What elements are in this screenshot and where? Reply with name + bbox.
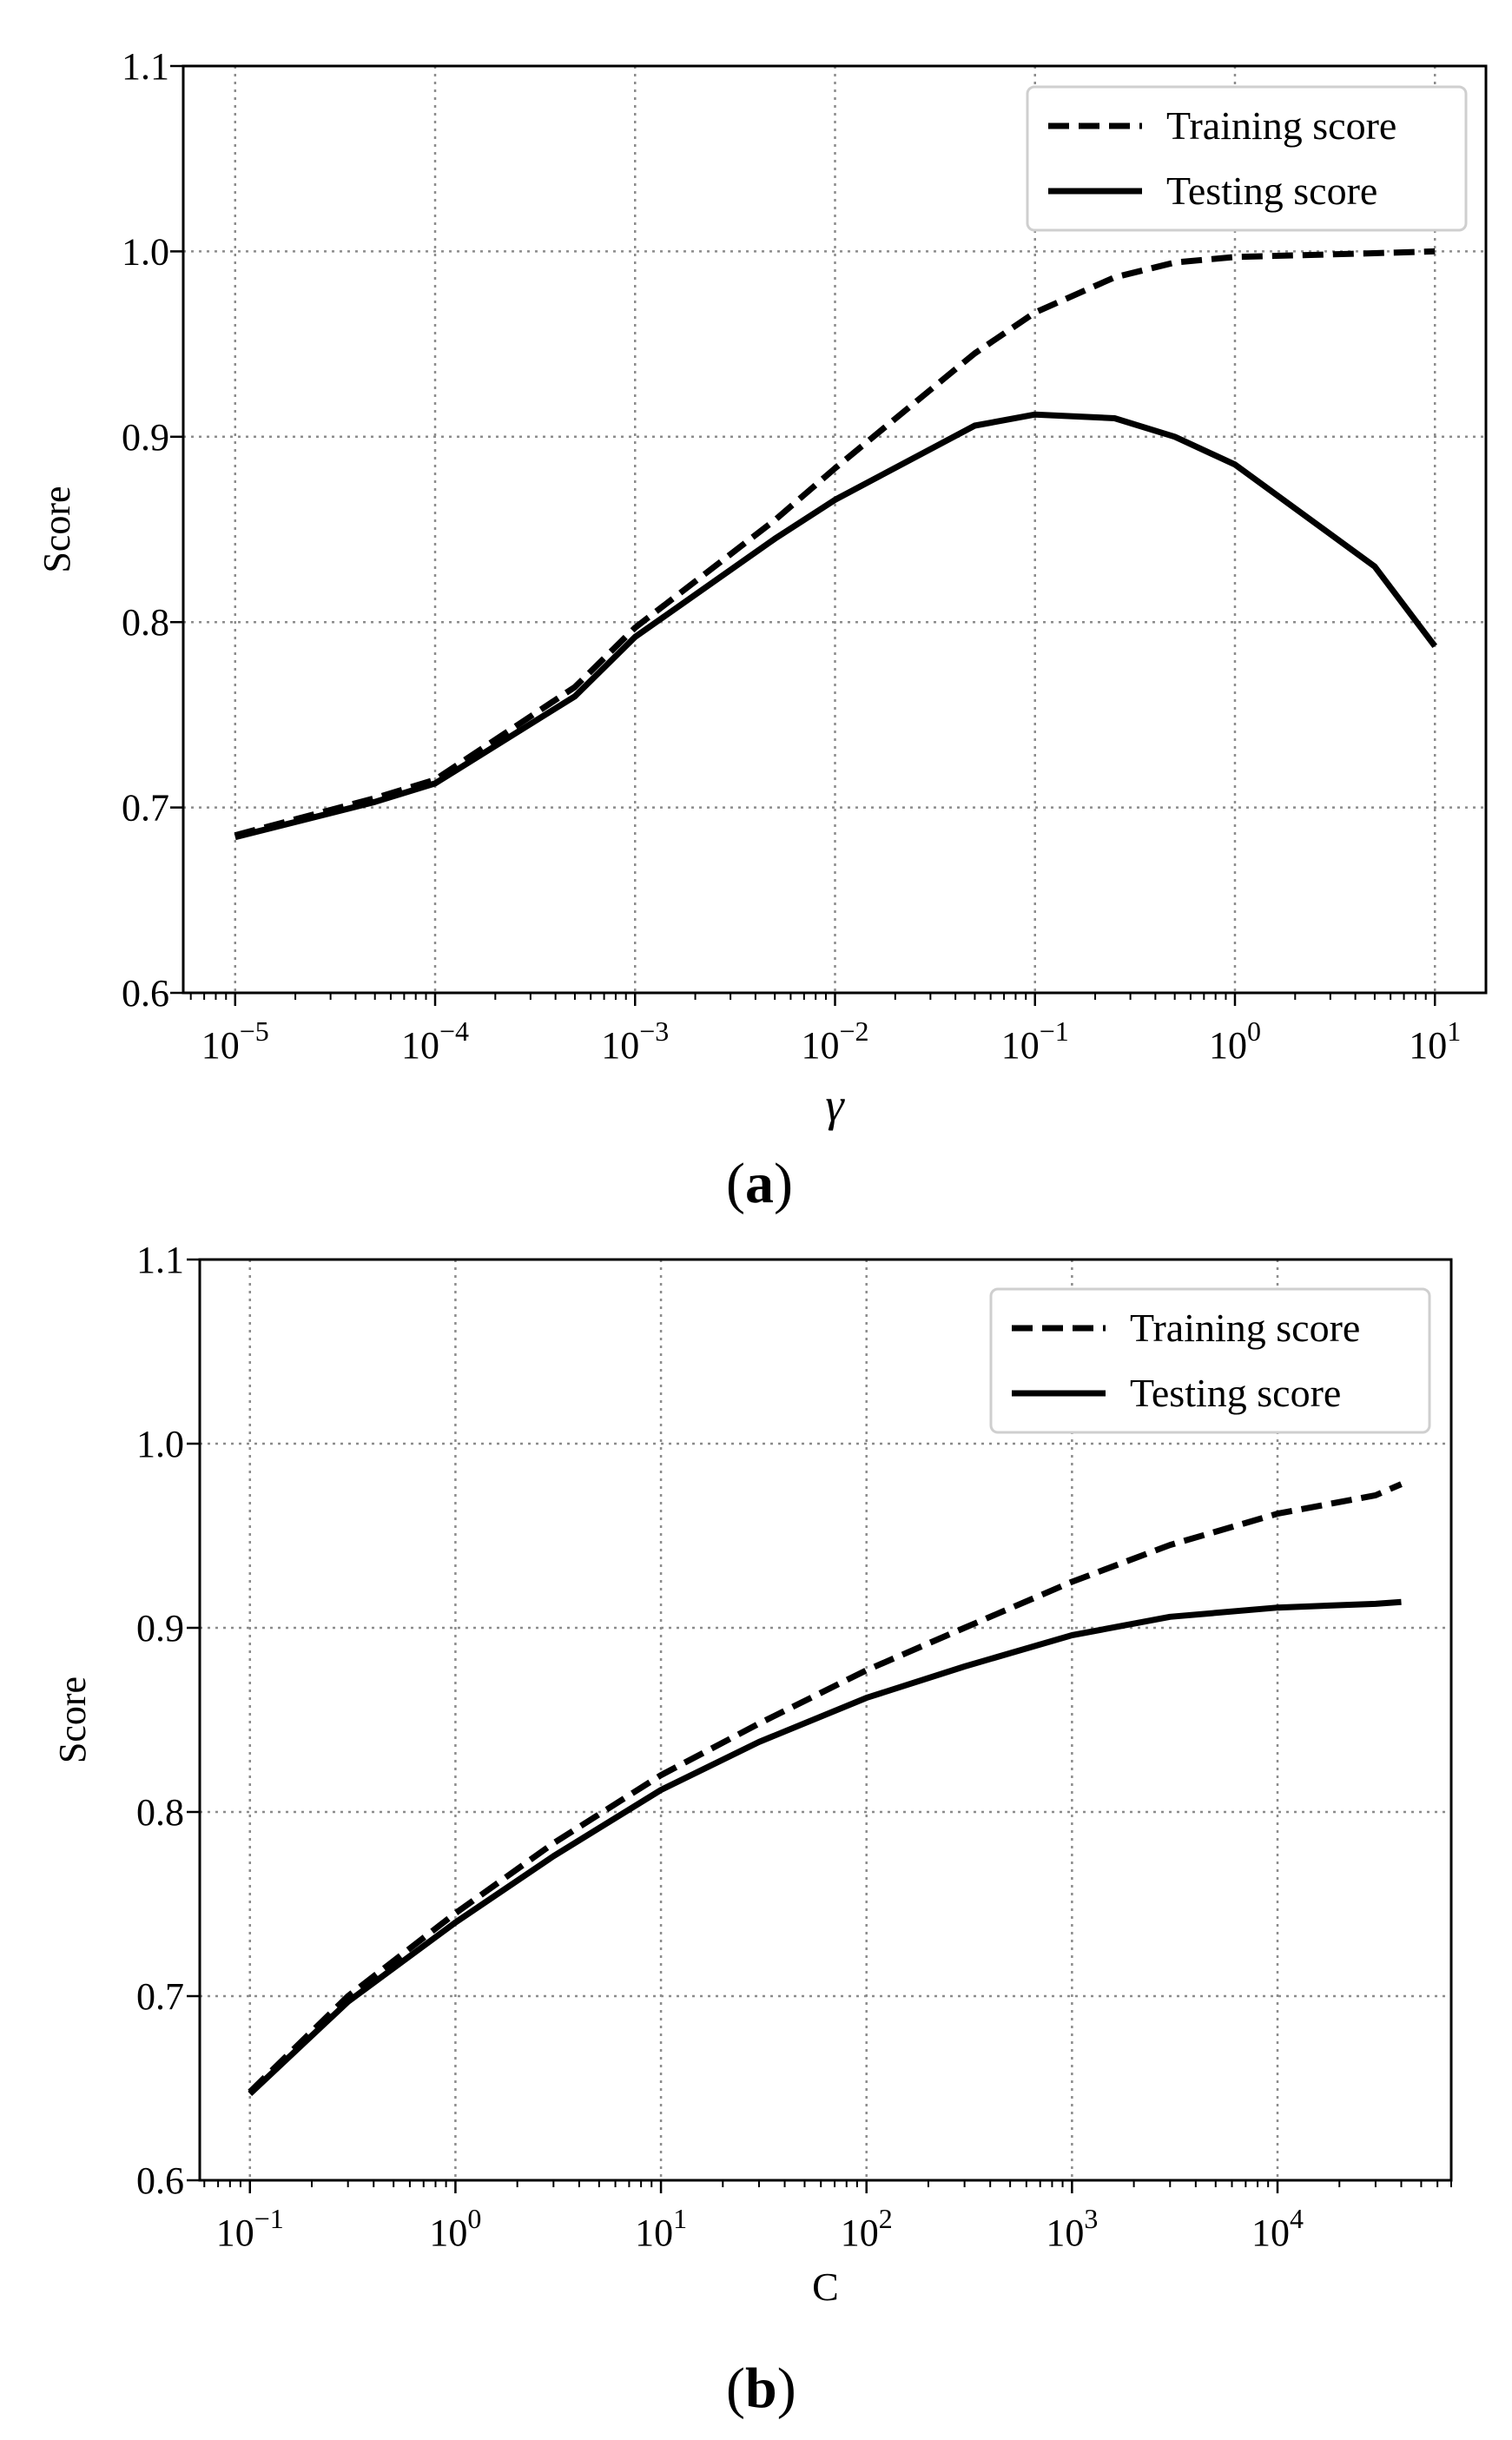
panel-label-b: (b) — [726, 2357, 796, 2420]
x-tick-label: 10−5 — [201, 1015, 269, 1067]
x-tick-label: 101 — [1409, 1015, 1461, 1067]
legend: Training score Testing score — [989, 1287, 1431, 1434]
y-tick-label: 0.7 — [122, 787, 169, 830]
y-tick-label: 0.8 — [122, 601, 169, 644]
legend: Training score Testing score — [1026, 85, 1468, 232]
panel-label-a: (a) — [726, 1152, 793, 1215]
x-axis-label: C — [812, 2265, 839, 2309]
x-tick-label: 10−4 — [401, 1015, 469, 1067]
testing-score-line — [248, 1598, 1402, 2096]
y-tick-label: 1.1 — [122, 45, 169, 88]
y-tick-label: 1.0 — [136, 1423, 184, 1465]
training-score-line — [234, 248, 1436, 838]
x-tick-label: 10−2 — [801, 1015, 868, 1067]
x-axis-label: γ — [825, 1079, 845, 1131]
chart-b: 0.6 0.7 0.8 0.9 1.0 1.1 10−1 100 101 102 103 104 C Sc… — [51, 1239, 1453, 2309]
training-score-line — [248, 1481, 1403, 2094]
legend-label: Testing score — [1166, 169, 1377, 213]
x-tick-label: 101 — [635, 2203, 687, 2254]
y-tick-label: 0.9 — [136, 1607, 184, 1650]
x-tick-label: 10−1 — [1001, 1015, 1069, 1067]
plot-frame — [198, 1258, 1453, 2182]
testing-score-line — [234, 411, 1437, 841]
chart-a: 0.6 0.7 0.8 0.9 1.0 1.1 10−5 10−4 10−3 10−2 10−1 10… — [36, 45, 1488, 1131]
plot-frame — [182, 64, 1488, 995]
y-axis-label: Score — [51, 1676, 94, 1763]
legend-label: Training score — [1130, 1306, 1360, 1350]
x-tick-label: 10−1 — [216, 2203, 284, 2254]
legend-box — [989, 1287, 1431, 1434]
x-tick-label: 104 — [1251, 2203, 1304, 2254]
x-tick-label: 103 — [1046, 2203, 1098, 2254]
y-tick-label: 0.6 — [136, 2159, 184, 2202]
y-tick-label: 0.7 — [136, 1975, 184, 2018]
y-tick-label: 0.6 — [122, 972, 169, 1015]
x-tick-label: 102 — [841, 2203, 893, 2254]
x-tick-label: 100 — [429, 2203, 481, 2254]
legend-box — [1026, 85, 1468, 232]
y-tick-label: 0.8 — [136, 1791, 184, 1834]
legend-label: Testing score — [1130, 1371, 1341, 1415]
y-tick-label: 0.9 — [122, 416, 169, 459]
y-tick-label: 1.1 — [136, 1239, 184, 1281]
legend-label: Training score — [1166, 103, 1396, 148]
y-tick-label: 1.0 — [122, 230, 169, 273]
x-tick-label: 100 — [1209, 1015, 1261, 1067]
y-axis-label: Score — [36, 486, 78, 572]
x-tick-label: 10−3 — [601, 1015, 669, 1067]
